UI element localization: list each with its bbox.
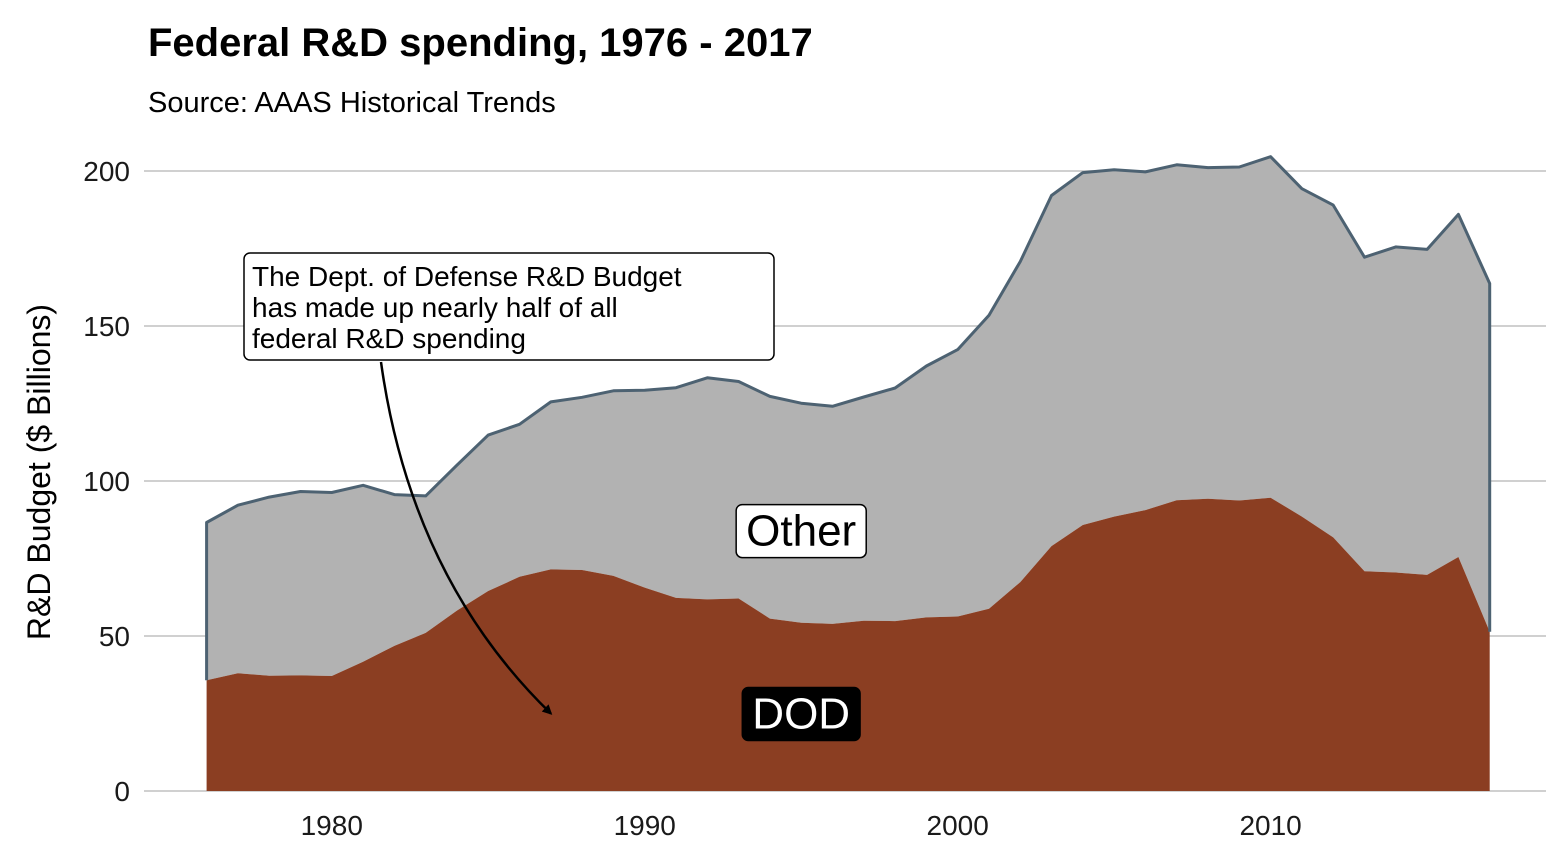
series-label-other: Other [735,503,867,559]
annotation-arrow [379,361,553,715]
y-tick-label: 150 [83,311,130,342]
y-tick-label: 200 [83,156,130,187]
series-labels: Other DOD [735,503,867,742]
area-dod [206,497,1490,791]
x-tick-label: 1990 [614,810,676,841]
x-tick-label: 2010 [1239,810,1301,841]
x-tick-label: 1980 [301,810,363,841]
annotation-box [243,252,775,361]
y-tick-label: 100 [83,466,130,497]
chart-title: Federal R&D spending, 1976 - 2017 [148,21,813,65]
series-label-text: Other [746,507,856,556]
area-other [206,156,1490,681]
annotation-text-line: has made up nearly half of all [252,292,618,323]
y-axis-label: R&D Budget ($ Billions) [21,304,57,640]
chart-subtitle: Source: AAAS Historical Trends [148,87,556,119]
series-label-box [741,686,861,742]
stacked-areas [205,155,1492,791]
series-label-dod: DOD [741,686,861,742]
series-label-box [735,503,867,559]
y-tick-label: 50 [99,621,130,652]
annotation-text-line: federal R&D spending [252,323,526,354]
axis-ticks: 0 50 100 150 200 1980 1990 2000 2010 [83,156,1301,841]
annotation-text-line: The Dept. of Defense R&D Budget [252,261,682,292]
y-tick-label: 0 [114,776,130,807]
series-label-text: DOD [752,690,850,739]
total-line [205,155,1492,681]
x-tick-label: 2000 [927,810,989,841]
